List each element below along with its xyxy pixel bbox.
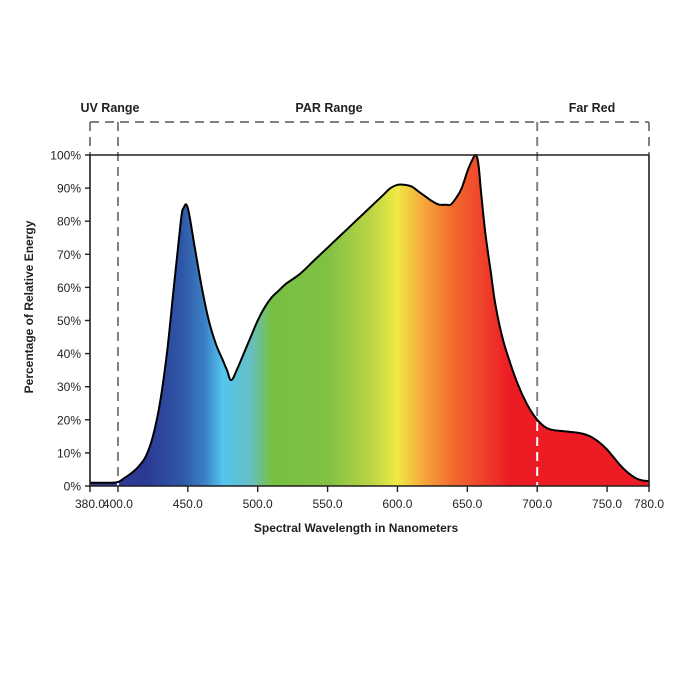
x-tick-label: 600.0 [382,497,412,511]
y-tick-label: 20% [57,413,81,427]
y-tick-label: 90% [57,182,81,196]
y-tick-label: 10% [57,446,81,460]
x-tick-label: 780.0 [634,497,664,511]
range-label-far-red: Far Red [569,101,616,115]
range-label-uv-range: UV Range [80,101,139,115]
y-tick-label: 0% [64,480,82,494]
x-tick-label: 750.0 [592,497,622,511]
x-tick-label: 450.0 [173,497,203,511]
y-tick-label: 70% [57,248,81,262]
x-tick-label: 400.0 [103,497,133,511]
x-tick-label: 380.0 [75,497,105,511]
spectrum-area-fill [90,154,649,486]
y-tick-label: 100% [50,149,81,163]
x-axis-title: Spectral Wavelength in Nanometers [254,521,459,535]
y-axis-title: Percentage of Relative Energy [22,220,36,393]
x-tick-label: 500.0 [243,497,273,511]
range-label-par-range: PAR Range [295,101,362,115]
x-tick-label: 550.0 [313,497,343,511]
x-tick-label: 650.0 [452,497,482,511]
x-tick-label: 700.0 [522,497,552,511]
y-tick-label: 60% [57,281,81,295]
plot-area [90,153,650,486]
spectrum-curve-outline [90,153,650,484]
y-tick-label: 30% [57,380,81,394]
range-labels: UV Range PAR Range Far Red [80,101,615,115]
y-axis-ticks: 0% 10% 20% 30% 40% 50% 60% 70% 80% 90% 100% [50,149,90,494]
y-tick-label: 50% [57,314,81,328]
y-tick-label: 80% [57,215,81,229]
axes [89,154,650,487]
y-tick-label: 40% [57,347,81,361]
